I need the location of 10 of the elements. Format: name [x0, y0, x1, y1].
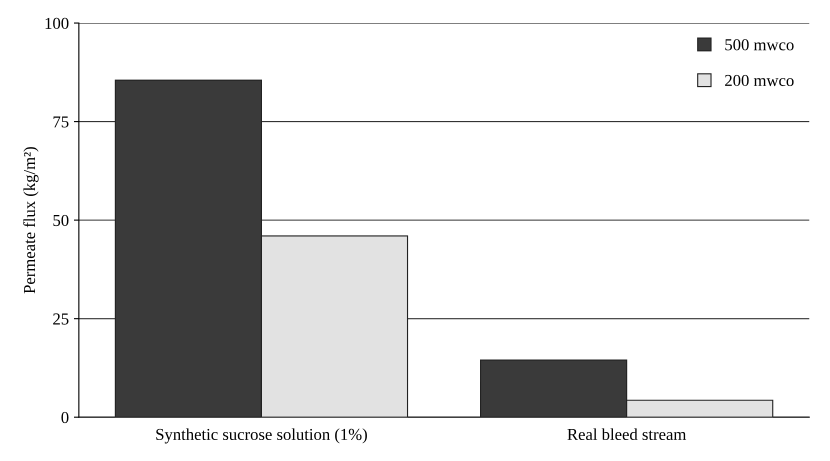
legend-label: 500 mwco [725, 39, 794, 50]
y-tick-label: 75 [54, 116, 68, 128]
legend-label: 200 mwco [725, 74, 794, 86]
y-axis-title: Permeate flux (kg/m²) [23, 147, 39, 294]
x-tick-label: Real bleed stream [567, 428, 686, 440]
y-tick-label: 0 [61, 412, 68, 424]
x-tick-label: Synthetic sucrose solution (1%) [156, 428, 367, 444]
y-tick-label: 25 [53, 313, 68, 325]
y-tick-label: 100 [46, 18, 68, 29]
y-tick-label: 50 [53, 214, 68, 226]
